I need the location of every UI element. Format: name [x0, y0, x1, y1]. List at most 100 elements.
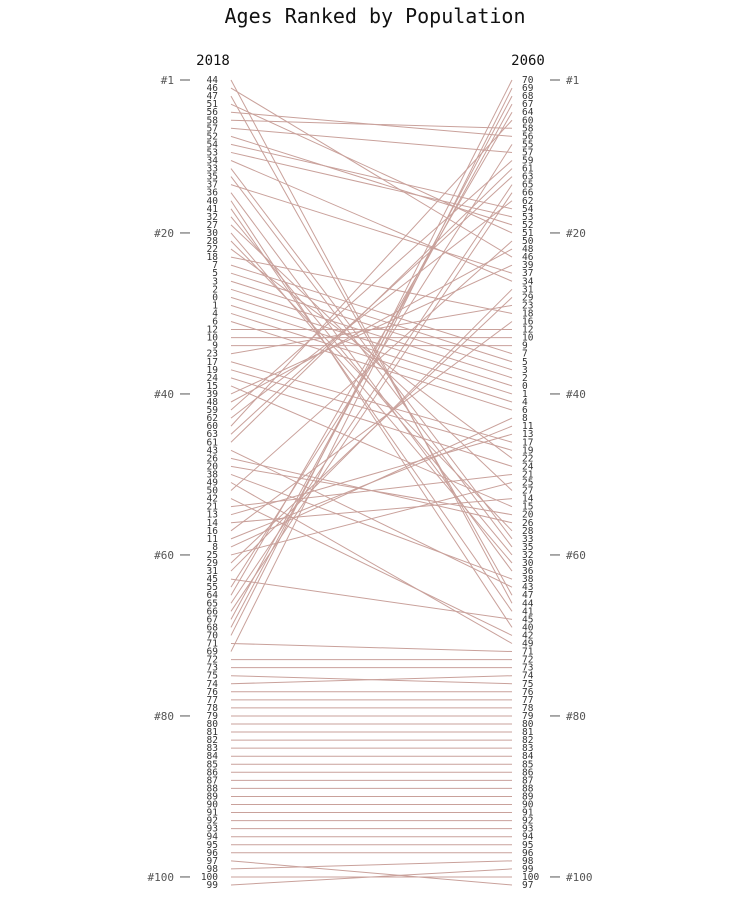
- left-age-label: 69: [207, 647, 219, 658]
- right-age-label: 99: [522, 864, 534, 875]
- right-age-label: 54: [522, 204, 534, 215]
- right-age-label: 97: [522, 880, 533, 891]
- left-age-label: 46: [207, 83, 219, 94]
- right-age-label: 51: [522, 228, 534, 239]
- right-age-label: 91: [522, 808, 534, 819]
- right-age-label: 62: [522, 196, 533, 207]
- right-age-label: 55: [522, 139, 533, 150]
- right-age-label: 25: [522, 478, 533, 489]
- left-age-label: 37: [207, 180, 218, 191]
- left-age-label: 10: [207, 333, 219, 344]
- slope-line-age-13: [230, 433, 513, 516]
- left-age-label: 14: [207, 518, 219, 529]
- right-age-label: 90: [522, 800, 534, 811]
- right-age-label: 46: [522, 252, 534, 263]
- left-age-label: 55: [207, 582, 218, 593]
- left-age-label: 81: [207, 727, 219, 738]
- left-age-label: 28: [207, 236, 219, 247]
- left-age-label: 9: [212, 341, 218, 352]
- right-age-label: 53: [522, 212, 533, 223]
- right-age-label: 21: [522, 469, 534, 480]
- left-age-label: 63: [207, 429, 218, 440]
- rank-tick-label-left: #20: [154, 227, 174, 240]
- left-age-label: 97: [207, 856, 218, 867]
- left-age-label: 5: [212, 268, 218, 279]
- left-age-label: 60: [207, 421, 219, 432]
- left-age-label: 73: [207, 663, 218, 674]
- left-age-label: 49: [207, 478, 219, 489]
- slope-line-age-64: [230, 111, 513, 596]
- slope-line-age-1: [230, 304, 513, 395]
- right-age-label: 98: [522, 856, 534, 867]
- left-age-label: 57: [207, 123, 218, 134]
- slope-line-age-0: [230, 296, 513, 387]
- left-age-label: 53: [207, 147, 218, 158]
- right-age-label: 80: [522, 719, 534, 730]
- right-age-label: 96: [522, 848, 534, 859]
- left-age-label: 44: [207, 75, 219, 86]
- right-age-label: 48: [522, 244, 534, 255]
- right-age-label: 44: [522, 598, 534, 609]
- right-age-label: 9: [522, 341, 528, 352]
- rank-tick-label-right: #40: [566, 388, 586, 401]
- right-age-label: 83: [522, 743, 533, 754]
- right-age-label: 7: [522, 349, 528, 360]
- slope-line-age-71: [230, 643, 513, 653]
- left-age-label: 64: [207, 590, 219, 601]
- slope-line-age-8: [230, 417, 513, 548]
- left-age-label: 6: [212, 317, 218, 328]
- left-age-label: 99: [207, 880, 219, 891]
- left-age-label: 75: [207, 671, 218, 682]
- left-age-label: 25: [207, 550, 218, 561]
- slope-line-age-34: [230, 160, 513, 282]
- right-age-label: 93: [522, 824, 533, 835]
- left-age-label: 32: [207, 212, 218, 223]
- slope-line-age-58: [230, 119, 513, 129]
- right-age-label: 65: [522, 180, 533, 191]
- left-age-label: 31: [207, 566, 219, 577]
- left-age-label: 96: [207, 848, 219, 859]
- right-age-label: 11: [522, 421, 534, 432]
- left-age-label: 84: [207, 751, 219, 762]
- left-age-label: 2: [212, 284, 218, 295]
- left-age-label: 92: [207, 816, 218, 827]
- slope-line-age-57: [230, 127, 513, 153]
- rank-tick-label-right: #1: [566, 74, 579, 87]
- rank-tick-label-right: #100: [566, 871, 593, 884]
- slope-line-age-31: [230, 288, 513, 572]
- left-age-label: 71: [207, 639, 219, 650]
- right-age-label: 79: [522, 711, 534, 722]
- right-age-label: 69: [522, 83, 534, 94]
- left-age-label: 78: [207, 703, 219, 714]
- right-age-labels: 7069686764605856555759616365666254535251…: [522, 75, 539, 891]
- left-age-label: 76: [207, 687, 219, 698]
- right-age-label: 47: [522, 590, 533, 601]
- left-age-label: 61: [207, 437, 219, 448]
- right-age-label: 86: [522, 767, 534, 778]
- right-age-label: 75: [522, 679, 533, 690]
- left-age-label: 15: [207, 381, 218, 392]
- right-age-label: 16: [522, 317, 534, 328]
- right-age-label: 74: [522, 671, 534, 682]
- left-age-label: 87: [207, 775, 218, 786]
- slope-line-age-66: [230, 192, 513, 612]
- left-age-label: 51: [207, 99, 219, 110]
- slope-line-age-28: [230, 240, 513, 532]
- left-age-label: 98: [207, 864, 219, 875]
- left-age-label: 80: [207, 719, 219, 730]
- slope-line-age-48: [230, 248, 513, 403]
- right-age-label: 50: [522, 236, 534, 247]
- slope-line-age-53: [230, 151, 513, 218]
- right-age-label: 2: [522, 373, 528, 384]
- slope-line-age-60: [230, 119, 513, 427]
- right-age-label: 26: [522, 518, 534, 529]
- left-age-label: 35: [207, 172, 218, 183]
- right-age-label: 82: [522, 735, 533, 746]
- left-age-label: 17: [207, 357, 218, 368]
- right-age-label: 72: [522, 655, 533, 666]
- right-age-label: 77: [522, 695, 533, 706]
- right-age-label: 37: [522, 268, 533, 279]
- slope-line-age-74: [230, 675, 513, 685]
- right-age-label: 32: [522, 550, 533, 561]
